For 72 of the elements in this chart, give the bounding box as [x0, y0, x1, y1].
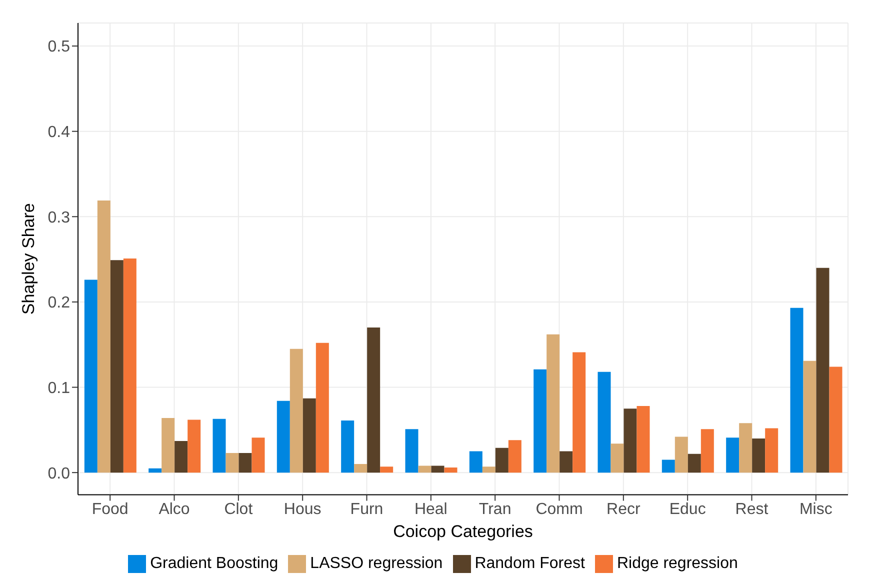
bar — [188, 420, 201, 473]
bar — [341, 420, 354, 473]
bar — [495, 448, 508, 473]
x-tick-label: Heal — [414, 501, 448, 518]
bar — [418, 466, 432, 473]
y-tick-label: 0.1 — [48, 380, 70, 397]
bar — [226, 452, 239, 473]
bar — [174, 441, 188, 473]
bar — [316, 342, 329, 473]
bar — [238, 452, 252, 473]
bar — [212, 418, 226, 473]
bar — [276, 400, 290, 473]
x-tick-label: Tran — [478, 501, 512, 518]
legend-label: Ridge regression — [616, 555, 738, 572]
bar — [572, 352, 586, 473]
bar — [700, 429, 714, 473]
bar — [123, 258, 136, 473]
bar — [405, 429, 418, 473]
x-tick-label: Clot — [224, 501, 254, 518]
y-tick-label: 0.3 — [48, 209, 70, 226]
bar — [790, 308, 804, 473]
bar — [431, 466, 444, 473]
bar — [380, 466, 394, 473]
y-tick-label: 0.5 — [48, 38, 70, 56]
y-tick-label: 0.0 — [48, 465, 70, 482]
x-tick-label: Comm — [536, 501, 583, 518]
y-axis-title: Shapley Share — [19, 203, 38, 315]
bar — [354, 464, 368, 473]
x-tick-label: Rest — [735, 501, 769, 518]
bar — [162, 418, 175, 473]
bar — [546, 334, 560, 473]
bar — [636, 406, 650, 473]
bar — [688, 454, 701, 473]
legend-label: Gradient Boosting — [150, 555, 278, 572]
legend-label: LASSO regression — [310, 555, 443, 572]
bar — [624, 408, 637, 473]
bar — [508, 440, 522, 473]
bar — [469, 451, 482, 473]
bar — [444, 467, 458, 473]
x-axis-title: Coicop Categories — [393, 522, 533, 541]
bar — [560, 451, 573, 473]
x-tick-label: Misc — [799, 501, 832, 518]
bar — [803, 360, 816, 473]
bar — [110, 260, 124, 473]
x-tick-label: Educ — [669, 501, 706, 518]
bar — [765, 428, 778, 473]
bar — [816, 268, 830, 473]
bar — [752, 438, 766, 473]
bar — [302, 398, 316, 473]
x-tick-label: Recr — [606, 501, 641, 518]
bar — [367, 328, 380, 473]
bar — [84, 280, 98, 473]
x-tick-label: Furn — [350, 501, 384, 518]
bar — [97, 200, 110, 473]
bar — [739, 423, 752, 473]
bar — [148, 468, 162, 473]
bar — [598, 372, 611, 473]
bar — [829, 366, 842, 473]
y-tick-label: 0.4 — [48, 124, 70, 142]
bar — [290, 348, 303, 473]
x-tick-label: Food — [92, 501, 128, 518]
bar — [662, 460, 675, 473]
bar — [482, 466, 496, 473]
x-tick-label: Alco — [158, 501, 190, 518]
bar — [726, 438, 740, 473]
bar — [252, 438, 265, 473]
bar — [534, 369, 547, 473]
x-tick-label: Hous — [284, 501, 322, 518]
bar — [674, 436, 688, 473]
legend-label: Random Forest — [474, 555, 585, 572]
y-tick-label: 0.2 — [48, 294, 70, 312]
bar — [610, 444, 624, 473]
